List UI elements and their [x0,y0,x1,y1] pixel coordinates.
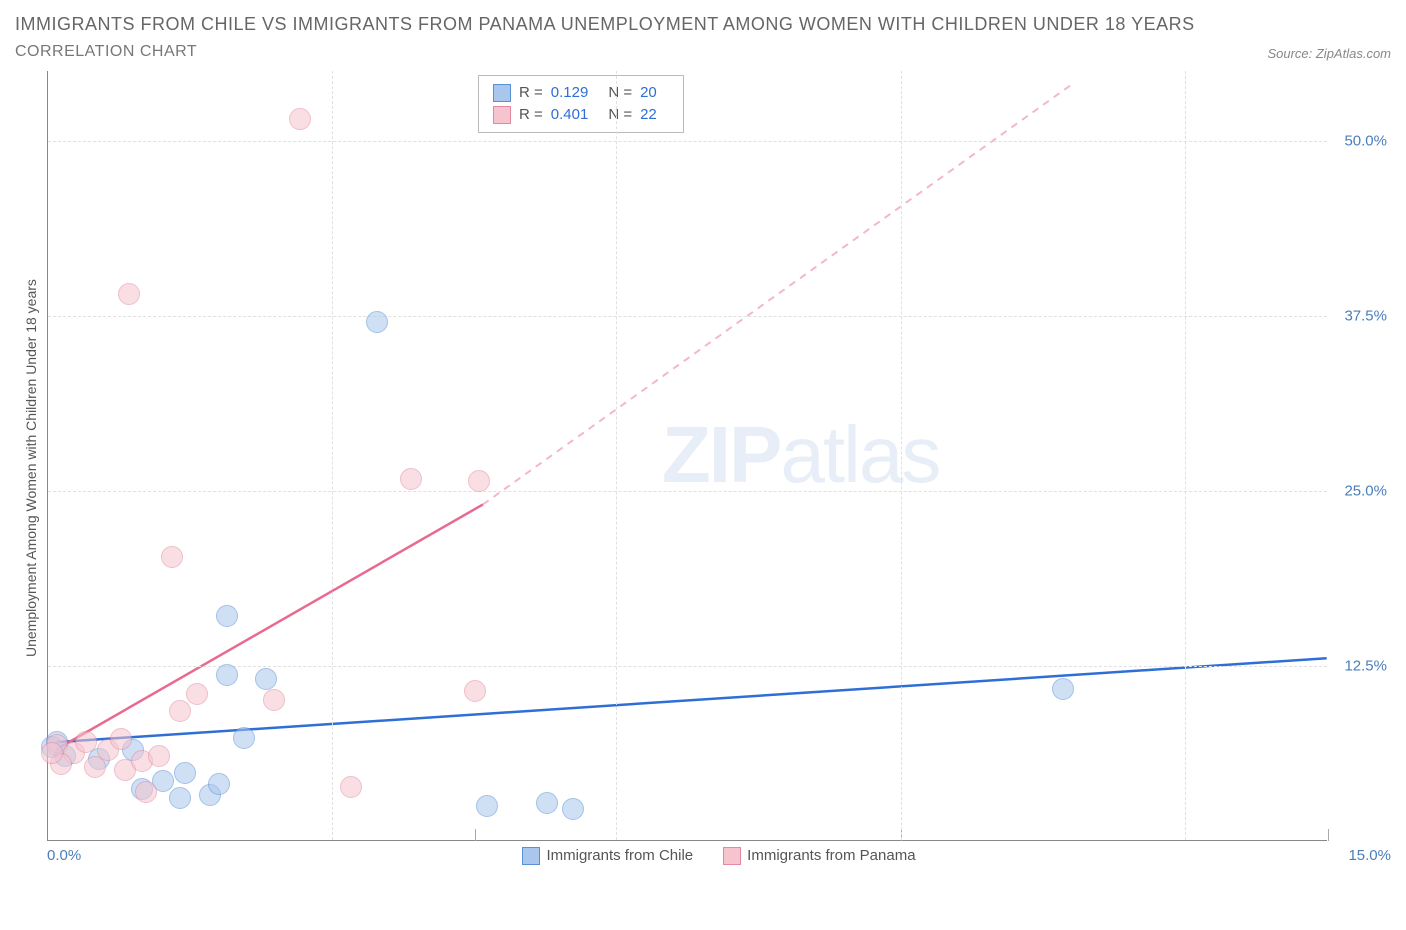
gridline-h [48,141,1327,142]
trend-line [57,504,483,749]
data-point-panama [289,108,311,130]
y-tick-label: 37.5% [1332,307,1387,324]
data-point-panama [169,700,191,722]
data-point-chile [562,798,584,820]
watermark: ZIPatlas [662,409,939,501]
n-label: N = [608,106,632,123]
legend-label: Immigrants from Chile [546,847,693,864]
data-point-panama [75,731,97,753]
data-point-panama [118,283,140,305]
data-point-chile [208,773,230,795]
r-value: 0.401 [551,106,589,123]
chart-subtitle: CORRELATION CHART [15,43,197,61]
data-point-panama [464,680,486,702]
legend-item-chile: Immigrants from Chile [522,847,693,865]
n-value: 22 [640,106,657,123]
gridline-h [48,491,1327,492]
r-label: R = [519,84,543,101]
swatch-chile [493,84,511,102]
swatch-panama [493,106,511,124]
stats-row-chile: R = 0.129 N = 20 [493,82,669,104]
data-point-panama [148,745,170,767]
data-point-panama [186,683,208,705]
stats-row-panama: R = 0.401 N = 22 [493,104,669,126]
source-attribution: Source: ZipAtlas.com [1267,46,1391,61]
y-axis-label: Unemployment Among Women with Children U… [15,128,47,808]
trend-lines [48,71,1327,840]
swatch-panama [723,847,741,865]
r-label: R = [519,106,543,123]
data-point-panama [41,742,63,764]
data-point-chile [536,792,558,814]
x-tick-mark [475,829,476,841]
swatch-chile [522,847,540,865]
data-point-chile [169,787,191,809]
series-legend: Immigrants from Chile Immigrants from Pan… [127,847,1311,865]
data-point-chile [255,668,277,690]
chart-title: IMMIGRANTS FROM CHILE VS IMMIGRANTS FROM… [15,10,1195,39]
y-tick-label: 50.0% [1332,132,1387,149]
data-point-panama [135,781,157,803]
gridline-h [48,666,1327,667]
x-tick-min: 0.0% [47,847,81,864]
n-value: 20 [640,84,657,101]
data-point-chile [174,762,196,784]
gridline-v [616,71,617,840]
trend-line [483,85,1071,504]
gridline-v [901,71,902,840]
data-point-panama [263,689,285,711]
n-label: N = [608,84,632,101]
data-point-chile [216,664,238,686]
data-point-chile [366,311,388,333]
data-point-chile [233,727,255,749]
x-tick-mark [1328,829,1329,841]
data-point-chile [216,605,238,627]
data-point-panama [161,546,183,568]
data-point-panama [110,728,132,750]
gridline-v [332,71,333,840]
gridline-h [48,316,1327,317]
data-point-panama [468,470,490,492]
x-tick-max: 15.0% [1348,847,1391,864]
data-point-panama [340,776,362,798]
legend-label: Immigrants from Panama [747,847,915,864]
data-point-panama [400,468,422,490]
data-point-chile [1052,678,1074,700]
r-value: 0.129 [551,84,589,101]
stats-legend: R = 0.129 N = 20 R = 0.401 N = 22 [478,75,684,133]
y-tick-label: 12.5% [1332,657,1387,674]
y-tick-label: 25.0% [1332,482,1387,499]
legend-item-panama: Immigrants from Panama [723,847,915,865]
gridline-v [1185,71,1186,840]
plot-area: ZIPatlas R =0.129N =20R =0.401N =22 12.5… [47,71,1327,841]
data-point-chile [476,795,498,817]
correlation-chart: Unemployment Among Women with Children U… [15,71,1391,865]
